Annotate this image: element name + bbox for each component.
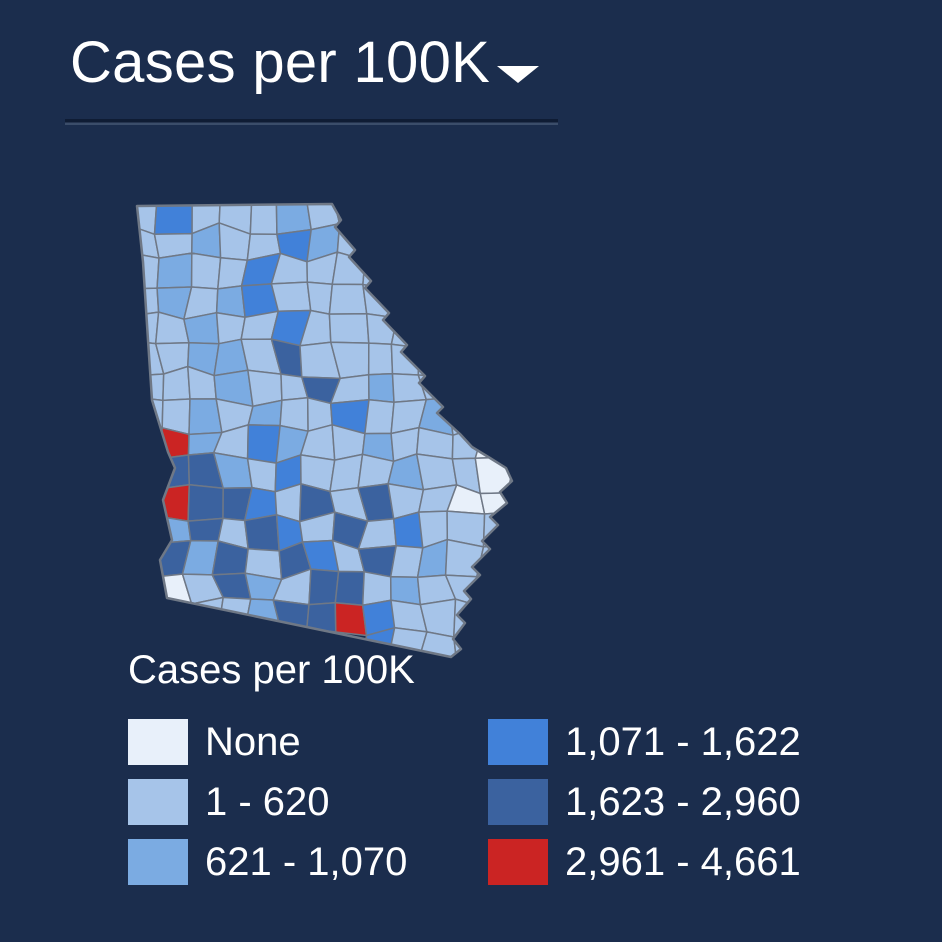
map-county[interactable] — [153, 197, 193, 236]
map-county[interactable] — [482, 511, 513, 548]
map-county[interactable] — [417, 337, 458, 379]
legend-item: 2,961 - 4,661 — [488, 832, 801, 892]
map-county[interactable] — [392, 511, 424, 549]
legend-swatch — [128, 779, 188, 825]
legend-swatch — [128, 839, 188, 885]
map-county[interactable] — [190, 252, 222, 290]
map-county[interactable] — [367, 372, 395, 403]
legend-item: None — [128, 712, 488, 772]
map-county[interactable] — [126, 311, 160, 345]
legend-title: Cases per 100K — [128, 648, 415, 692]
title-divider — [65, 119, 558, 125]
legend-item: 621 - 1,070 — [128, 832, 488, 892]
georgia-choropleth-map[interactable] — [125, 195, 525, 670]
map-county[interactable] — [156, 515, 192, 545]
map-county[interactable] — [275, 195, 312, 235]
map-county[interactable] — [243, 514, 280, 552]
legend-label: 1,623 - 2,960 — [565, 779, 801, 824]
map-county[interactable] — [125, 195, 158, 236]
map-county[interactable] — [156, 252, 193, 289]
legend-label: 1 - 620 — [205, 779, 330, 824]
legend-item: 1,071 - 1,622 — [488, 712, 801, 772]
legend-label: 2,961 - 4,661 — [565, 839, 801, 884]
legend-swatch — [488, 719, 548, 765]
map-county[interactable] — [270, 281, 312, 312]
map-county[interactable] — [367, 342, 394, 376]
legend-item: 1,623 - 2,960 — [488, 772, 801, 832]
map-county[interactable] — [308, 568, 340, 606]
legend-swatch — [128, 719, 188, 765]
map-county[interactable] — [361, 571, 392, 607]
map-county[interactable] — [447, 371, 481, 399]
metric-dropdown[interactable]: Cases per 100K — [70, 28, 541, 98]
map-county[interactable] — [246, 457, 277, 493]
legend-label: None — [205, 719, 301, 764]
metric-dropdown-label: Cases per 100K — [70, 30, 491, 95]
legend-label: 1,071 - 1,622 — [565, 719, 801, 764]
legend: None 1 - 620 621 - 1,070 1,071 - 1,622 1… — [128, 712, 801, 892]
legend-swatch — [488, 779, 548, 825]
map-county[interactable] — [187, 484, 224, 522]
map-county[interactable] — [306, 281, 334, 315]
map-county[interactable] — [156, 484, 191, 522]
map-county[interactable] — [334, 602, 368, 637]
legend-item: 1 - 620 — [128, 772, 488, 832]
state-outline — [135, 202, 514, 659]
map-county[interactable] — [328, 312, 370, 344]
map-county[interactable] — [334, 570, 365, 607]
map-county[interactable] — [415, 453, 458, 491]
map-county[interactable] — [478, 395, 509, 435]
map-county[interactable] — [215, 285, 246, 319]
map-county[interactable] — [328, 283, 368, 315]
dropdown-arrow-icon — [497, 66, 540, 83]
legend-label: 621 - 1,070 — [205, 839, 408, 884]
map-county[interactable] — [364, 399, 395, 435]
legend-swatch — [488, 839, 548, 885]
map-county[interactable] — [246, 424, 281, 464]
map-county[interactable] — [187, 517, 224, 542]
map-county[interactable] — [127, 373, 165, 402]
map-county[interactable] — [216, 596, 252, 638]
map-county[interactable] — [476, 544, 513, 578]
